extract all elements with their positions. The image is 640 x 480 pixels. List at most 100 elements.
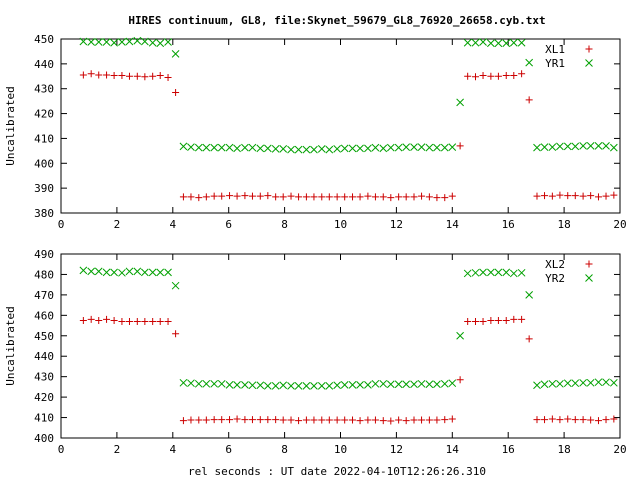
y-tick-label: 440	[34, 58, 54, 71]
data-point	[494, 39, 503, 48]
data-point	[494, 268, 503, 277]
data-point	[587, 192, 595, 200]
data-point	[217, 143, 226, 152]
data-point	[348, 380, 357, 389]
data-point	[241, 143, 249, 152]
data-point	[379, 193, 387, 201]
data-point	[202, 143, 211, 152]
data-point	[564, 415, 572, 423]
data-point	[194, 143, 203, 152]
data-point	[110, 316, 118, 324]
data-point	[502, 72, 510, 80]
data-point	[433, 143, 441, 152]
data-point	[425, 143, 434, 152]
data-point	[94, 38, 103, 46]
data-point	[125, 317, 133, 325]
data-point	[295, 417, 303, 425]
x-tick-label: 4	[169, 443, 176, 456]
data-point	[210, 416, 218, 424]
data-point	[179, 142, 188, 151]
data-point	[487, 316, 495, 324]
data-point	[148, 38, 157, 47]
data-point	[248, 143, 257, 152]
data-point	[440, 379, 449, 388]
data-point	[164, 74, 172, 82]
data-point	[210, 379, 219, 388]
data-point	[456, 331, 464, 340]
data-point	[556, 142, 564, 151]
data-point	[325, 416, 333, 424]
legend-label: YR1	[545, 57, 565, 70]
data-point	[179, 417, 187, 425]
data-point	[502, 39, 511, 48]
y-tick-label: 400	[34, 432, 54, 445]
data-point	[256, 144, 265, 153]
data-point	[471, 38, 480, 47]
data-point	[317, 145, 326, 153]
data-point	[387, 417, 395, 425]
data-point	[156, 317, 164, 325]
data-point	[333, 381, 341, 390]
y-axis-label: Uncalibrated	[4, 306, 17, 385]
data-point	[110, 72, 118, 80]
data-point	[194, 379, 203, 388]
data-point	[248, 416, 256, 424]
data-point	[210, 192, 218, 200]
x-tick-label: 12	[390, 218, 403, 231]
data-point	[279, 381, 288, 390]
data-point	[417, 143, 426, 151]
data-point	[425, 193, 433, 201]
data-point	[187, 416, 195, 424]
data-point	[548, 143, 557, 151]
data-point	[95, 316, 103, 324]
data-point	[256, 416, 264, 424]
data-point	[110, 268, 118, 277]
x-tick-label: 20	[613, 443, 626, 456]
series-yr2	[79, 266, 618, 390]
data-point	[487, 268, 495, 277]
data-point	[402, 143, 411, 151]
x-tick-label: 8	[281, 218, 288, 231]
data-point	[533, 143, 541, 152]
data-point	[471, 268, 480, 277]
data-point	[118, 268, 126, 277]
data-point	[218, 192, 226, 200]
data-point	[556, 191, 564, 199]
data-point	[548, 379, 557, 388]
data-point	[202, 193, 210, 201]
data-point	[187, 193, 195, 201]
y-tick-label: 400	[34, 157, 54, 170]
data-point	[525, 291, 534, 299]
data-point	[548, 415, 556, 423]
data-point	[356, 380, 364, 389]
legend-label: XL2	[545, 258, 565, 271]
data-point	[395, 416, 403, 424]
y-tick-label: 420	[34, 391, 54, 404]
data-point	[110, 38, 118, 47]
data-point	[410, 416, 418, 424]
data-point	[118, 38, 126, 46]
data-point	[79, 71, 87, 79]
data-point	[571, 416, 579, 424]
data-point	[241, 416, 249, 424]
data-point	[441, 416, 449, 424]
data-point	[125, 267, 134, 276]
data-point	[579, 192, 587, 200]
x-tick-label: 8	[281, 443, 288, 456]
data-point	[94, 267, 103, 276]
data-point	[140, 37, 149, 46]
data-point	[279, 193, 287, 201]
data-point	[317, 382, 326, 390]
data-point	[371, 416, 379, 424]
data-point	[233, 144, 241, 153]
data-point	[125, 37, 134, 46]
data-point	[310, 145, 318, 154]
data-point	[364, 416, 372, 424]
data-point	[149, 317, 157, 325]
data-point	[356, 417, 364, 425]
data-point	[540, 143, 549, 151]
data-point	[540, 380, 549, 389]
data-point	[171, 281, 180, 290]
data-point	[164, 268, 172, 277]
data-point	[402, 193, 410, 201]
